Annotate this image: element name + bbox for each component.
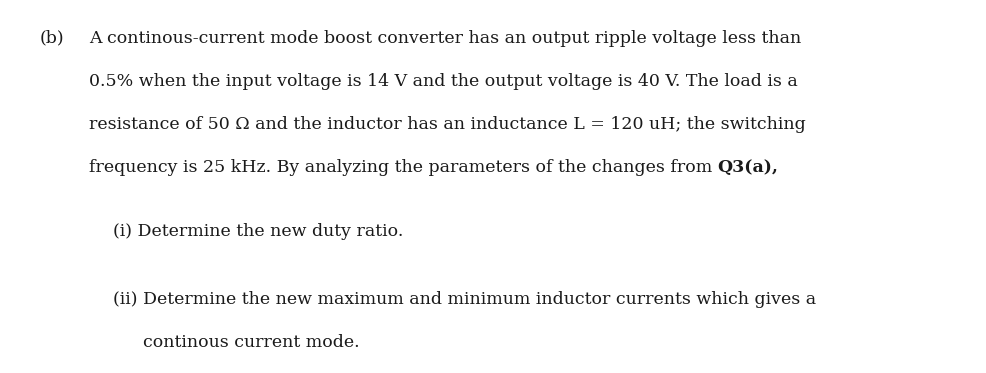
Text: frequency is 25 kHz. By analyzing the parameters of the changes from: frequency is 25 kHz. By analyzing the pa…	[89, 159, 718, 176]
Text: 0.5% when the input voltage is 14 V and the output voltage is 40 V. The load is : 0.5% when the input voltage is 14 V and …	[89, 73, 798, 90]
Text: Q3(a),: Q3(a),	[718, 159, 779, 176]
Text: (ii) Determine the new maximum and minimum inductor currents which gives a: (ii) Determine the new maximum and minim…	[113, 292, 816, 308]
Text: continous current mode.: continous current mode.	[143, 335, 360, 351]
Text: A continous-current mode boost converter has an output ripple voltage less than: A continous-current mode boost converter…	[89, 30, 801, 47]
Text: (b): (b)	[39, 30, 64, 47]
Text: (i) Determine the new duty ratio.: (i) Determine the new duty ratio.	[113, 223, 403, 240]
Text: resistance of 50 Ω and the inductor has an inductance L = 120 uH; the switching: resistance of 50 Ω and the inductor has …	[89, 116, 806, 133]
